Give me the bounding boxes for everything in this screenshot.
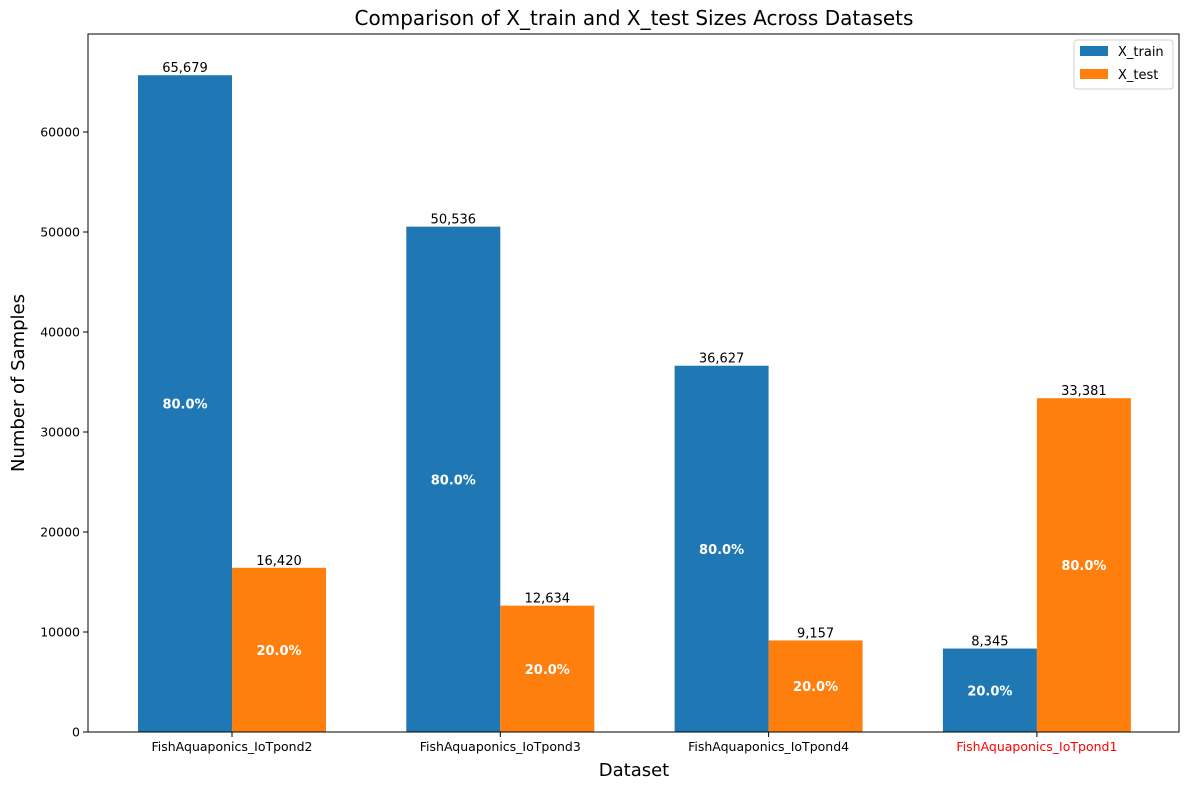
y-axis: 0 10000 20000 30000 40000 50000 60000 [40, 125, 88, 740]
legend-swatch-x-test [1080, 69, 1108, 79]
x-axis: FishAquaponics_IoTpond2 FishAquaponics_Io… [151, 732, 1117, 754]
percent-label: 80.0% [162, 398, 207, 413]
x-tick-label: FishAquaponics_IoTpond4 [688, 739, 849, 754]
x-tick-label: FishAquaponics_IoTpond3 [420, 739, 581, 754]
y-tick-label: 60000 [40, 125, 80, 140]
bar-x-test-3 [768, 640, 863, 732]
percent-label: 20.0% [967, 684, 1012, 699]
percent-label: 20.0% [256, 644, 301, 659]
value-label: 9,157 [797, 626, 834, 641]
chart-title: Comparison of X_train and X_test Sizes A… [355, 6, 914, 30]
y-tick-label: 20000 [40, 525, 80, 540]
value-label: 65,679 [162, 61, 208, 76]
x-axis-label: Dataset [599, 760, 670, 781]
bar-x-train-3 [674, 365, 769, 732]
percent-label: 80.0% [431, 473, 476, 488]
bar-x-test-2 [500, 605, 595, 732]
y-tick-label: 50000 [40, 225, 80, 240]
value-label: 16,420 [256, 554, 302, 569]
percent-label: 20.0% [525, 663, 570, 678]
percent-label: 20.0% [793, 680, 838, 695]
value-label: 36,627 [699, 352, 745, 367]
bar-x-train-1 [138, 75, 232, 732]
bar-x-test-1 [232, 567, 326, 732]
percent-label: 80.0% [1061, 559, 1106, 574]
plot-frame [87, 33, 1180, 733]
x-tick-label: FishAquaponics_IoTpond2 [151, 739, 312, 754]
value-label: 12,634 [525, 592, 571, 607]
value-label: 8,345 [971, 635, 1008, 650]
y-tick-label: 0 [72, 725, 80, 740]
plot-area: 65,679 80.0% 50,536 80.0% 36,627 80.0% 8,345 20… [138, 61, 1131, 732]
bar-x-train-4 [942, 648, 1037, 732]
bar-x-test-4 [1036, 398, 1131, 732]
bar-x-train-2 [406, 226, 501, 732]
y-tick-label: 30000 [40, 425, 80, 440]
legend: X_train X_test [1073, 39, 1174, 90]
legend-swatch-x-train [1080, 46, 1108, 56]
value-label: 50,536 [431, 213, 477, 228]
legend-label: X_train [1118, 45, 1164, 60]
y-tick-label: 10000 [40, 625, 80, 640]
x-tick-label: FishAquaponics_IoTpond1 [956, 739, 1117, 754]
legend-label: X_test [1118, 68, 1158, 83]
value-label: 33,381 [1061, 384, 1107, 399]
y-tick-label: 40000 [40, 325, 80, 340]
percent-label: 80.0% [699, 543, 744, 558]
y-axis-label: Number of Samples [8, 294, 29, 472]
